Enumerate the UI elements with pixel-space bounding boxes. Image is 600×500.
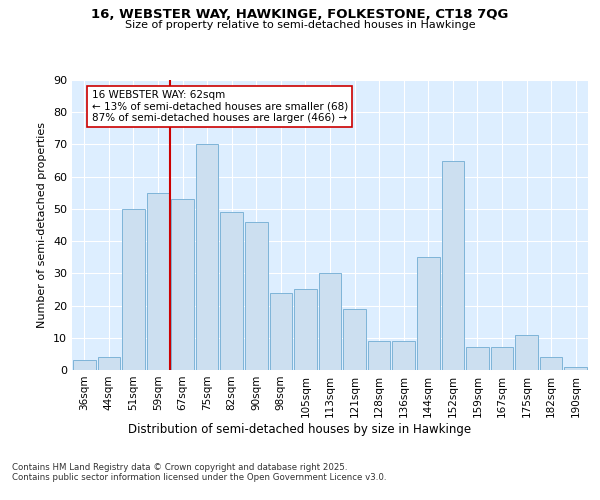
Bar [368, 341, 391, 370]
Bar [220, 212, 243, 370]
Bar [565, 367, 587, 370]
Bar [343, 309, 366, 370]
Y-axis label: Number of semi-detached properties: Number of semi-detached properties [37, 122, 47, 328]
Text: 16 WEBSTER WAY: 62sqm
← 13% of semi-detached houses are smaller (68)
87% of semi: 16 WEBSTER WAY: 62sqm ← 13% of semi-deta… [92, 90, 348, 123]
Bar [491, 348, 514, 370]
Bar [319, 274, 341, 370]
Text: 16, WEBSTER WAY, HAWKINGE, FOLKESTONE, CT18 7QG: 16, WEBSTER WAY, HAWKINGE, FOLKESTONE, C… [91, 8, 509, 20]
Bar [442, 160, 464, 370]
Bar [269, 292, 292, 370]
Bar [417, 257, 440, 370]
Bar [196, 144, 218, 370]
Bar [466, 348, 489, 370]
Bar [146, 193, 169, 370]
Bar [540, 357, 562, 370]
Bar [515, 334, 538, 370]
Text: Size of property relative to semi-detached houses in Hawkinge: Size of property relative to semi-detach… [125, 20, 475, 30]
Bar [73, 360, 95, 370]
Bar [98, 357, 120, 370]
Bar [122, 209, 145, 370]
Text: Distribution of semi-detached houses by size in Hawkinge: Distribution of semi-detached houses by … [128, 422, 472, 436]
Text: Contains HM Land Registry data © Crown copyright and database right 2025.: Contains HM Land Registry data © Crown c… [12, 462, 347, 471]
Text: Contains public sector information licensed under the Open Government Licence v3: Contains public sector information licen… [12, 472, 386, 482]
Bar [392, 341, 415, 370]
Bar [294, 290, 317, 370]
Bar [171, 199, 194, 370]
Bar [245, 222, 268, 370]
